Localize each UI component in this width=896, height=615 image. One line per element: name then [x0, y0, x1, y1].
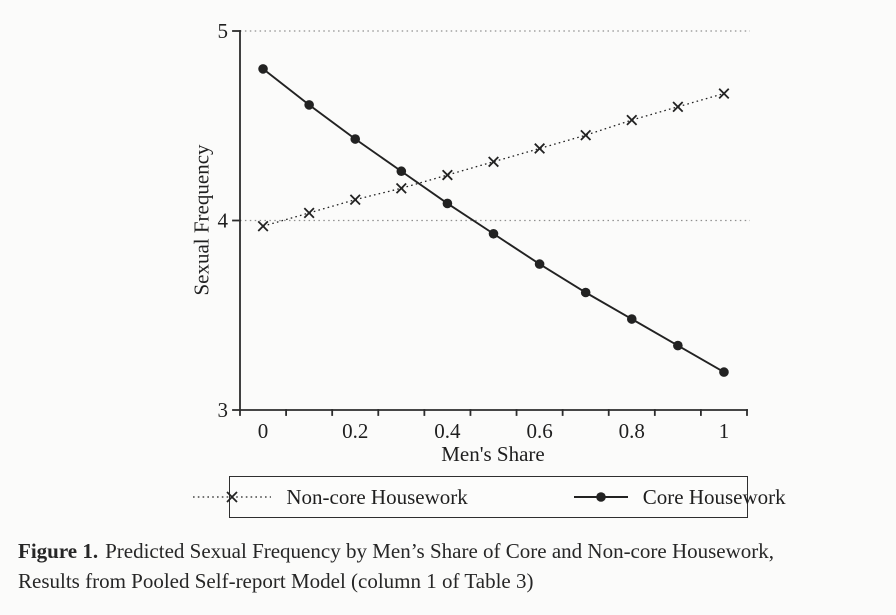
series-markers-non-core-housework: [257, 88, 730, 232]
legend: Non-core Housework Core Housework: [193, 476, 786, 518]
caption-figure-label: Figure 1.: [18, 539, 99, 563]
caption-text-1: Predicted Sexual Frequency by Men’s Shar…: [105, 539, 775, 563]
x-tick-label: 0.8: [619, 419, 645, 443]
line-chart: 3 4 5 0 0.2 0.4 0.6 0.8 1 Sexual Frequency Men's…: [189, 19, 750, 466]
series-line-core-housework: [262, 68, 725, 373]
core-housework-marker-icon: [573, 492, 628, 502]
data-point-marker: [257, 220, 269, 232]
data-point-marker: [303, 207, 315, 219]
legend-label-non-core: Non-core Housework: [286, 484, 468, 509]
data-point-marker: [534, 143, 546, 154]
y-tick-label: 3: [218, 398, 229, 422]
legend-label-core: Core Housework: [642, 484, 786, 509]
tick-labels: 3 4 5 0 0.2 0.4 0.6 0.8 1: [218, 19, 730, 443]
data-point-marker: [488, 156, 499, 168]
data-point-marker: [673, 340, 683, 351]
data-point-marker: [258, 64, 268, 74]
x-tick-label: 1: [719, 419, 730, 443]
caption-line-2: Results from Pooled Self-report Model (c…: [18, 569, 534, 593]
caption-line-1: Figure 1. Predicted Sexual Frequency by M…: [18, 536, 886, 566]
data-point-marker: [304, 100, 314, 110]
legend-item-core-housework: Core Housework: [572, 485, 786, 510]
data-point-marker: [626, 114, 638, 126]
figure-caption: Figure 1. Predicted Sexual Frequency by M…: [18, 536, 886, 596]
data-point-marker: [719, 367, 729, 377]
non-core-housework-marker-icon: [193, 491, 272, 503]
axes: [232, 30, 748, 416]
x-tick-label: 0.2: [342, 419, 368, 443]
series-line-non-core-housework: [262, 92, 725, 227]
x-tick-label: 0: [258, 419, 269, 443]
data-point-marker: [395, 182, 407, 194]
series-plot: [257, 64, 730, 377]
data-point-marker: [488, 228, 499, 239]
data-point-marker: [442, 198, 453, 209]
data-point-marker: [580, 287, 591, 298]
x-axis-title: Men's Share: [441, 442, 545, 466]
gridlines: [240, 30, 750, 222]
data-point-marker: [441, 169, 453, 181]
x-tick-label: 0.6: [526, 419, 552, 443]
data-point-marker: [534, 259, 545, 269]
y-axis-title: Sexual Frequency: [189, 144, 213, 296]
data-point-marker: [672, 101, 684, 113]
x-tick-label: 0.4: [434, 419, 461, 443]
legend-item-non-core-housework: Non-core Housework: [191, 484, 468, 510]
y-tick-label: 4: [218, 209, 229, 233]
data-point-marker: [580, 129, 592, 141]
data-point-marker: [396, 166, 407, 177]
series-markers-core-housework: [258, 64, 729, 377]
data-point-marker: [718, 88, 730, 99]
data-point-marker: [626, 314, 637, 324]
data-point-marker: [349, 194, 361, 206]
y-tick-label: 5: [218, 19, 229, 43]
data-point-marker: [350, 134, 361, 144]
